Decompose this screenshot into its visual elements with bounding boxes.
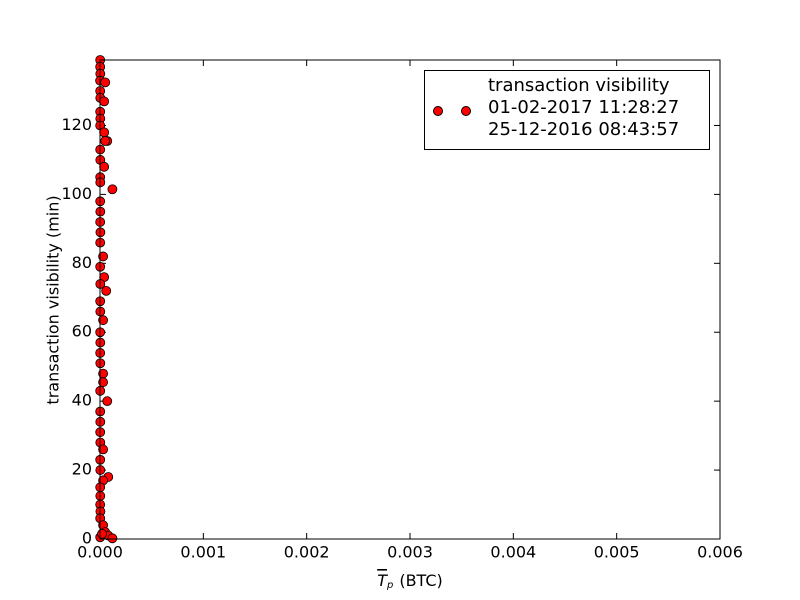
legend-label: transaction visibility 01-02-2017 11:28:… [488, 75, 680, 140]
point [98, 315, 108, 326]
point [107, 184, 118, 195]
x-axis-label: Tp (BTC) [377, 571, 443, 592]
x-tick-label: 0.002 [284, 543, 330, 562]
x-label-symbol: T [377, 571, 388, 590]
legend: transaction visibility 01-02-2017 11:28:… [424, 70, 710, 150]
point [100, 136, 111, 146]
point [99, 96, 110, 107]
y-tick-label: 120 [61, 115, 92, 134]
point [98, 377, 108, 388]
plot-frame [99, 59, 721, 540]
point [99, 161, 110, 172]
legend-marker [461, 106, 471, 116]
x-label-unit: (BTC) [399, 571, 442, 590]
y-tick-label: 60 [72, 322, 92, 341]
y-tick-label: 40 [72, 391, 92, 410]
point [97, 528, 107, 539]
y-tick-label: 0 [82, 529, 92, 548]
point [98, 444, 108, 455]
x-tick-label: 0.001 [180, 543, 226, 562]
x-tick-label: 0.004 [490, 543, 536, 562]
point [99, 127, 110, 138]
point [100, 77, 111, 88]
x-tick-label: 0.005 [594, 543, 640, 562]
y-tick-label: 80 [72, 253, 92, 272]
y-tick-label: 20 [72, 460, 92, 479]
x-tick-label: 0.000 [77, 543, 123, 562]
legend-marker [433, 106, 443, 116]
point [102, 396, 113, 407]
y-tick-label: 100 [61, 184, 92, 203]
point [101, 285, 112, 296]
y-axis-label: transaction visibility (min) [44, 195, 63, 404]
point [107, 533, 118, 544]
x-label-subscript: p [386, 580, 393, 591]
point [98, 251, 108, 262]
x-tick-label: 0.006 [697, 543, 743, 562]
x-tick-label: 0.003 [387, 543, 433, 562]
